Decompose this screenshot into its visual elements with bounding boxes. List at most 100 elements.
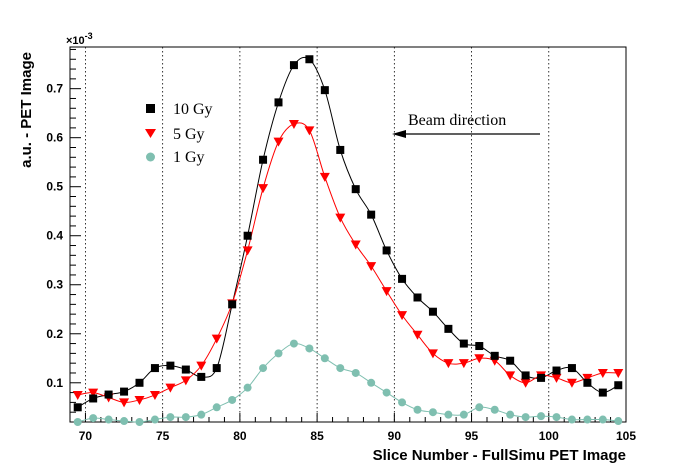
y-tick-label: 0.3 xyxy=(46,278,63,292)
marker-5-gy xyxy=(72,391,83,401)
marker-10-gy xyxy=(305,55,314,64)
y-tick-label: 0.1 xyxy=(46,376,63,390)
marker-1-gy xyxy=(181,413,190,422)
beam-direction-annotation: Beam direction xyxy=(392,112,540,138)
marker-1-gy xyxy=(583,415,592,424)
marker-10-gy xyxy=(73,403,82,412)
marker-10-gy xyxy=(444,324,453,333)
data-markers xyxy=(72,55,624,426)
marker-10-gy xyxy=(398,274,407,283)
beam-direction-arrowhead xyxy=(392,130,406,138)
marker-1-gy xyxy=(398,398,407,407)
marker-5-gy xyxy=(119,398,130,408)
marker-1-gy xyxy=(243,383,252,392)
x-tick-label: 70 xyxy=(79,429,93,443)
marker-10-gy xyxy=(351,185,360,194)
marker-1-gy xyxy=(506,410,515,419)
marker-5-gy xyxy=(258,184,269,194)
marker-5-gy xyxy=(273,137,284,147)
marker-10-gy xyxy=(614,381,623,390)
marker-1-gy xyxy=(475,403,484,412)
marker-5-gy xyxy=(412,330,423,340)
fit-curve-1-gy xyxy=(77,342,619,423)
marker-10-gy xyxy=(120,387,129,396)
x-tick-label: 85 xyxy=(310,429,324,443)
marker-5-gy xyxy=(582,373,593,383)
marker-5-gy xyxy=(149,391,160,401)
marker-1-gy xyxy=(367,378,376,387)
legend-marker-1gy xyxy=(146,152,155,162)
marker-10-gy xyxy=(274,98,283,107)
marker-10-gy xyxy=(104,390,113,399)
marker-10-gy xyxy=(367,210,376,219)
marker-1-gy xyxy=(598,415,607,424)
marker-5-gy xyxy=(350,240,361,250)
beam-direction-label: Beam direction xyxy=(408,112,506,129)
marker-10-gy xyxy=(459,339,468,348)
marker-5-gy xyxy=(242,246,253,256)
marker-10-gy xyxy=(567,364,576,373)
marker-10-gy xyxy=(336,145,345,154)
marker-10-gy xyxy=(181,365,190,374)
y-tick-label: 0.2 xyxy=(46,327,63,341)
marker-1-gy xyxy=(197,410,206,419)
legend-label-10gy: 10 Gy xyxy=(173,101,213,118)
marker-1-gy xyxy=(289,339,298,348)
y-tick-label: 0.5 xyxy=(46,180,63,194)
marker-1-gy xyxy=(459,410,468,419)
y-tick-label: 0.4 xyxy=(46,229,63,243)
marker-10-gy xyxy=(289,61,298,70)
marker-1-gy xyxy=(351,368,360,377)
marker-10-gy xyxy=(475,342,484,351)
marker-5-gy xyxy=(335,213,346,223)
marker-10-gy xyxy=(197,372,206,381)
marker-5-gy xyxy=(474,354,485,364)
fit-curve-5-gy xyxy=(77,122,619,403)
marker-5-gy xyxy=(427,349,438,359)
marker-5-gy xyxy=(551,373,562,383)
marker-1-gy xyxy=(212,403,221,412)
legend: 10 Gy 5 Gy 1 Gy xyxy=(145,101,213,166)
marker-10-gy xyxy=(490,351,499,360)
marker-5-gy xyxy=(443,359,454,369)
marker-1-gy xyxy=(305,344,314,353)
marker-5-gy xyxy=(165,383,176,393)
y-axis-title: a.u. - PET Image xyxy=(18,52,35,168)
marker-10-gy xyxy=(150,364,159,373)
x-tick-label: 100 xyxy=(539,429,559,443)
marker-10-gy xyxy=(320,86,329,95)
marker-10-gy xyxy=(552,366,561,375)
marker-1-gy xyxy=(552,413,561,422)
marker-10-gy xyxy=(243,231,252,240)
legend-label-1gy: 1 Gy xyxy=(173,149,205,166)
legend-label-5gy: 5 Gy xyxy=(173,126,205,143)
marker-1-gy xyxy=(413,405,422,414)
marker-1-gy xyxy=(320,354,329,363)
x-tick-label: 105 xyxy=(616,429,636,443)
marker-1-gy xyxy=(166,413,175,422)
marker-5-gy xyxy=(196,361,207,371)
marker-1-gy xyxy=(73,418,82,426)
marker-5-gy xyxy=(458,359,469,369)
marker-10-gy xyxy=(506,356,515,365)
marker-1-gy xyxy=(135,418,144,426)
marker-5-gy xyxy=(613,368,624,378)
y-tick-label: 0.6 xyxy=(46,131,63,145)
marker-10-gy xyxy=(521,371,530,380)
x-tick-label: 75 xyxy=(156,429,170,443)
y-axis: 0.1 0.2 0.3 0.4 0.5 0.6 0.7 xyxy=(46,48,81,423)
marker-1-gy xyxy=(537,412,546,421)
marker-1-gy xyxy=(444,410,453,419)
marker-1-gy xyxy=(104,415,113,424)
legend-marker-10gy xyxy=(146,104,155,113)
marker-5-gy xyxy=(180,376,191,386)
marker-10-gy xyxy=(428,307,437,316)
marker-10-gy xyxy=(228,300,237,309)
y-tick-label: 0.7 xyxy=(46,82,63,96)
x-axis: 70 75 80 85 90 95 100 105 xyxy=(69,413,636,443)
marker-1-gy xyxy=(274,349,283,358)
marker-10-gy xyxy=(135,378,144,387)
marker-5-gy xyxy=(597,368,608,378)
marker-1-gy xyxy=(259,364,268,373)
